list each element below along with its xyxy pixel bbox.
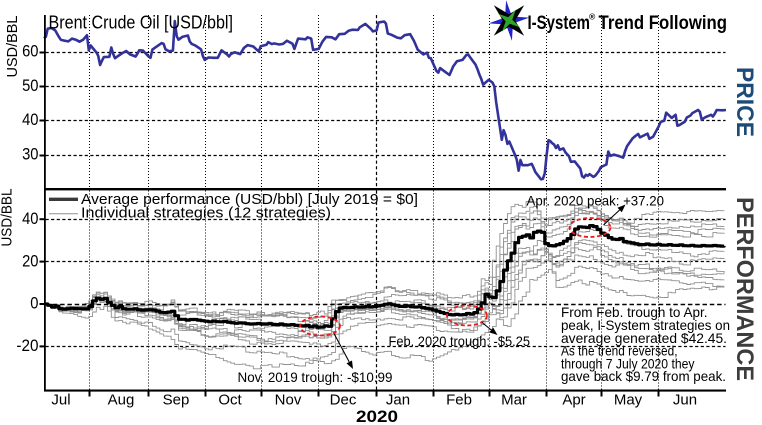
svg-text:Aug: Aug [108, 392, 135, 409]
svg-text:0: 0 [30, 294, 38, 313]
svg-text:May: May [614, 392, 643, 409]
svg-text:Dec: Dec [330, 392, 357, 409]
svg-text:peak, I-System strategies on: peak, I-System strategies on [561, 318, 730, 333]
svg-text:40: 40 [22, 209, 38, 228]
svg-text:30: 30 [22, 145, 38, 164]
svg-text:Jun: Jun [673, 392, 697, 409]
svg-text:-20: -20 [16, 336, 38, 355]
svg-text:Individual strategies (12 stra: Individual strategies (12 strategies) [81, 205, 331, 222]
svg-text:Trend Following: Trend Following [599, 13, 728, 34]
svg-text:Nov: Nov [275, 392, 302, 409]
svg-text:PERFORMANCE: PERFORMANCE [731, 197, 758, 381]
svg-text:®: ® [589, 11, 596, 21]
svg-text:20: 20 [22, 251, 38, 270]
svg-text:50: 50 [22, 76, 38, 95]
svg-text:USD/BBL: USD/BBL [5, 16, 21, 78]
svg-text:PRICE: PRICE [731, 67, 758, 137]
svg-text:Oct: Oct [218, 392, 242, 409]
svg-text:Average performance (USD/bbl): Average performance (USD/bbl) [July 2019… [81, 191, 418, 208]
svg-text:Sep: Sep [163, 392, 190, 409]
svg-text:Apr: Apr [562, 392, 585, 409]
svg-text:Nov. 2019 trough: -$10.99: Nov. 2019 trough: -$10.99 [238, 370, 393, 385]
svg-text:USD/BBL: USD/BBL [0, 189, 16, 247]
svg-text:Jul: Jul [51, 392, 70, 409]
svg-text:40: 40 [22, 110, 38, 129]
svg-text:2020: 2020 [356, 407, 398, 425]
svg-text:Brent Crude Oil [USD/bbl]: Brent Crude Oil [USD/bbl] [49, 12, 234, 33]
svg-text:Feb: Feb [446, 392, 472, 409]
svg-text:Apr. 2020 peak: +37.20: Apr. 2020 peak: +37.20 [527, 193, 665, 208]
svg-text:gave back $9.79 from peak.: gave back $9.79 from peak. [561, 369, 726, 384]
svg-text:As the trend reversed,: As the trend reversed, [561, 344, 678, 359]
svg-text:From Feb. trough to Apr.: From Feb. trough to Apr. [561, 305, 708, 320]
svg-text:Feb. 2020 trough: -$5.25: Feb. 2020 trough: -$5.25 [389, 334, 531, 349]
svg-text:Mar: Mar [501, 392, 527, 409]
svg-text:average generated $42.45.: average generated $42.45. [561, 331, 727, 346]
svg-text:Jan: Jan [386, 392, 410, 409]
svg-text:I-System: I-System [528, 13, 591, 34]
svg-text:through 7 July 2020 they: through 7 July 2020 they [561, 356, 695, 371]
svg-text:60: 60 [22, 42, 38, 61]
